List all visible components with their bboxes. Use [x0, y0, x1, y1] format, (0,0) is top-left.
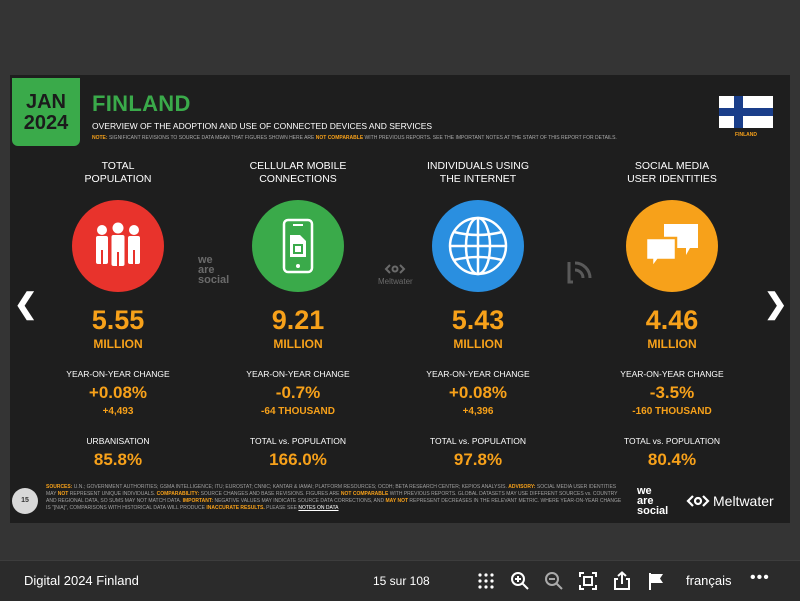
document-title: Digital 2024 Finland [24, 573, 139, 588]
stat-column-social-media: SOCIAL MEDIA USER IDENTITIES 4.46 MILLION… [582, 160, 762, 470]
yoy-change: +0.08% [448, 383, 508, 402]
yoy-change: +0.08% [88, 383, 148, 402]
zoom-out-icon[interactable] [544, 571, 564, 591]
notes-on-data-link[interactable]: NOTES ON DATA [298, 505, 339, 511]
sources-footnote: SOURCES: U.N.; GOVERNMENT AUTHORITIES; G… [46, 484, 622, 511]
yoy-absolute: +4,493 [102, 406, 134, 417]
more-options-icon[interactable]: ••• [750, 569, 770, 586]
column-header: CELLULAR MOBILE CONNECTIONS [249, 160, 347, 185]
stat-unit: MILLION [93, 337, 143, 351]
yoy-label: YEAR-ON-YEAR CHANGE [246, 369, 350, 379]
yoy-absolute: +4,396 [462, 406, 494, 417]
yoy-label: YEAR-ON-YEAR CHANGE [426, 369, 530, 379]
stat-value: 5.55 [91, 305, 145, 335]
people-icon [72, 200, 164, 292]
stat-unit: MILLION [453, 337, 503, 351]
fullscreen-icon[interactable] [578, 571, 598, 591]
stat-value: 9.21 [271, 305, 325, 335]
yoy-change: -3.5% [649, 383, 695, 402]
secondary-value: 166.0% [269, 450, 327, 469]
stat-column-mobile: CELLULAR MOBILE CONNECTIONS 9.21 MILLION … [208, 160, 388, 470]
language-selector[interactable]: français [686, 573, 732, 588]
page-indicator: 15 sur 108 [373, 574, 430, 588]
slide-note: NOTE: SIGNIFICANT REVISIONS TO SOURCE DA… [92, 135, 617, 141]
grid-view-icon[interactable] [476, 571, 496, 591]
secondary-label: TOTAL vs. POPULATION [249, 436, 347, 446]
kepios-watermark-icon [565, 258, 595, 291]
secondary-label: URBANISATION [86, 436, 150, 446]
secondary-value: 85.8% [93, 450, 143, 469]
badge-month: JAN [25, 91, 66, 113]
mobile-phone-icon [252, 200, 344, 292]
stat-unit: MILLION [273, 337, 323, 351]
flag-report-icon[interactable] [646, 571, 666, 591]
previous-slide-arrow-icon[interactable]: ❮ [14, 288, 38, 319]
yoy-change: -0.7% [275, 383, 321, 402]
slide: JAN 2024 FINLAND OVERVIEW OF THE ADOPTIO… [10, 75, 790, 523]
column-header: SOCIAL MEDIA USER IDENTITIES [627, 160, 717, 185]
page-number-badge: 15 [12, 488, 38, 514]
finland-flag-icon [719, 96, 773, 128]
viewer-toolbar: Digital 2024 Finland 15 sur 108 français… [0, 560, 800, 601]
column-header: TOTAL POPULATION [84, 160, 152, 185]
yoy-label: YEAR-ON-YEAR CHANGE [66, 369, 170, 379]
secondary-label: TOTAL vs. POPULATION [429, 436, 527, 446]
next-slide-arrow-icon[interactable]: ❯ [764, 288, 788, 319]
column-header: INDIVIDUALS USING THE INTERNET [426, 160, 530, 185]
we-are-social-watermark: we are social [198, 254, 230, 286]
stat-column-population: TOTAL POPULATION 5.55 MILLION YEAR-ON-YEA… [28, 160, 208, 470]
slide-title: FINLAND [92, 91, 191, 116]
badge-year: 2024 [23, 112, 69, 134]
stat-unit: MILLION [647, 337, 697, 351]
stat-column-internet: INDIVIDUALS USING THE INTERNET 5.43 MILLI… [388, 160, 568, 470]
chat-bubbles-icon [626, 200, 718, 292]
zoom-in-icon[interactable] [510, 571, 530, 591]
stat-value: 5.43 [451, 305, 505, 335]
globe-icon [432, 200, 524, 292]
yoy-absolute: -160 THOUSAND [632, 406, 712, 417]
we-are-social-logo: we are social [637, 485, 669, 517]
slide-subtitle: OVERVIEW OF THE ADOPTION AND USE OF CONN… [92, 121, 433, 131]
meltwater-logo: Meltwater [686, 493, 774, 511]
secondary-value: 80.4% [647, 450, 697, 469]
yoy-label: YEAR-ON-YEAR CHANGE [620, 369, 724, 379]
meltwater-watermark: Meltwater [378, 263, 413, 286]
stat-value: 4.46 [645, 305, 699, 335]
secondary-value: 97.8% [453, 450, 503, 469]
flag-label: FINLAND [735, 132, 757, 138]
date-badge: JAN 2024 [12, 78, 80, 146]
yoy-absolute: -64 THOUSAND [261, 406, 335, 417]
secondary-label: TOTAL vs. POPULATION [623, 436, 721, 446]
meltwater-logo-icon [686, 494, 710, 511]
share-icon[interactable] [612, 571, 632, 591]
